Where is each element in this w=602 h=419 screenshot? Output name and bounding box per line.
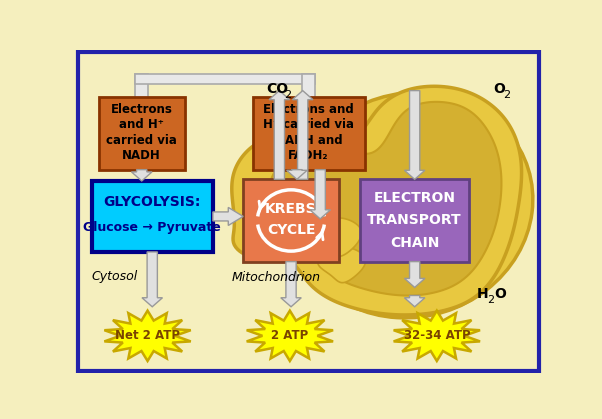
Text: CHAIN: CHAIN — [390, 236, 439, 250]
Text: O: O — [493, 82, 504, 96]
Polygon shape — [281, 261, 301, 307]
Text: 2 ATP: 2 ATP — [272, 329, 308, 342]
Text: CO: CO — [267, 82, 289, 96]
FancyBboxPatch shape — [135, 75, 315, 83]
Polygon shape — [313, 218, 361, 257]
Text: Glucose → Pyruvate: Glucose → Pyruvate — [83, 221, 221, 234]
Text: CYCLE: CYCLE — [267, 223, 315, 237]
Text: NADH and: NADH and — [275, 134, 343, 147]
Text: 2: 2 — [503, 90, 510, 100]
Text: TRANSPORT: TRANSPORT — [367, 213, 462, 228]
FancyBboxPatch shape — [99, 97, 185, 170]
Text: Net 2 ATP: Net 2 ATP — [115, 329, 180, 342]
Polygon shape — [394, 310, 480, 361]
FancyBboxPatch shape — [243, 179, 339, 261]
Text: ELECTRON: ELECTRON — [374, 191, 456, 205]
Ellipse shape — [290, 93, 533, 318]
Text: KREBS: KREBS — [265, 202, 317, 216]
Text: 2: 2 — [487, 295, 494, 305]
Text: carried via: carried via — [107, 134, 177, 147]
FancyBboxPatch shape — [360, 179, 470, 261]
Polygon shape — [104, 310, 191, 361]
Polygon shape — [287, 170, 307, 179]
Text: H⁺ carried via: H⁺ carried via — [263, 118, 354, 131]
Polygon shape — [247, 310, 333, 361]
Text: O: O — [494, 287, 506, 301]
Text: 32-34 ATP: 32-34 ATP — [403, 329, 470, 342]
Polygon shape — [213, 207, 243, 225]
Polygon shape — [318, 247, 365, 283]
Text: 2: 2 — [284, 90, 291, 100]
Polygon shape — [142, 252, 163, 307]
Polygon shape — [293, 91, 313, 179]
Polygon shape — [232, 86, 521, 315]
Polygon shape — [269, 102, 501, 295]
FancyBboxPatch shape — [253, 97, 365, 170]
Polygon shape — [405, 295, 425, 307]
Text: Electrons: Electrons — [111, 103, 173, 116]
Text: H: H — [477, 287, 488, 301]
FancyBboxPatch shape — [302, 75, 315, 99]
FancyBboxPatch shape — [92, 181, 213, 252]
Text: GLYCOLYSIS:: GLYCOLYSIS: — [104, 195, 201, 209]
Polygon shape — [269, 91, 290, 179]
Text: NADH: NADH — [122, 149, 161, 162]
Text: Mitochondrion: Mitochondrion — [232, 271, 320, 284]
Polygon shape — [405, 261, 425, 287]
Text: and H⁺: and H⁺ — [119, 118, 164, 131]
Text: Cytosol: Cytosol — [92, 269, 138, 283]
Polygon shape — [405, 91, 425, 179]
Polygon shape — [131, 170, 152, 181]
Polygon shape — [310, 170, 330, 219]
Text: Electrons and: Electrons and — [263, 103, 354, 116]
Text: FADH₂: FADH₂ — [288, 149, 329, 162]
FancyBboxPatch shape — [135, 75, 148, 99]
